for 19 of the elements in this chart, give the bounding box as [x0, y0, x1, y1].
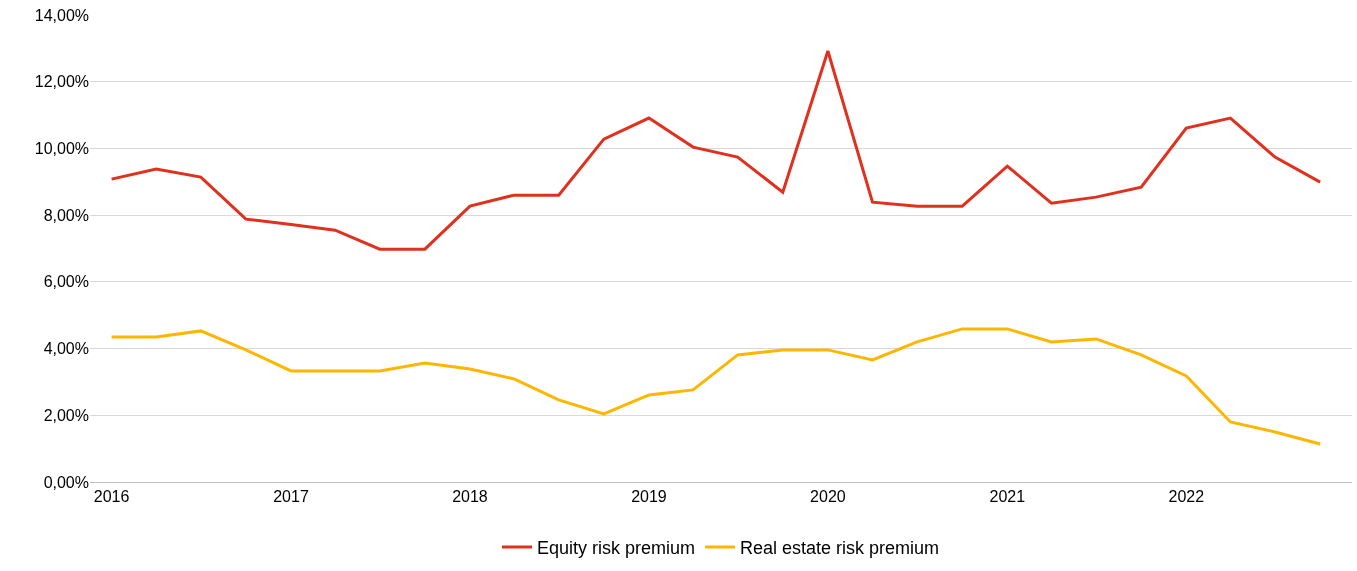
x-tick-label: 2016	[93, 488, 130, 506]
x-tick-label: 2019	[631, 488, 667, 506]
y-tick-label: 2,00%	[43, 406, 89, 424]
y-tick-label: 8,00%	[43, 206, 89, 224]
x-tick-label: 2021	[989, 488, 1026, 506]
x-tick-label: 2017	[273, 488, 309, 506]
line-series	[110, 327, 1322, 446]
legend-label: Equity risk premium	[537, 537, 696, 558]
legend-label: Real estate risk premium	[740, 537, 940, 558]
y-tick-label: 6,00%	[43, 273, 89, 291]
y-tick-label: 10,00%	[34, 140, 89, 158]
y-tick-label: 14,00%	[34, 6, 89, 24]
y-tick-label: 0,00%	[43, 473, 89, 491]
x-tick-label: 2020	[810, 488, 846, 506]
line-series	[110, 49, 1322, 251]
x-tick-label: 2022	[1168, 488, 1205, 506]
y-tick-label: 12,00%	[34, 73, 89, 91]
y-tick-label: 4,00%	[43, 340, 89, 358]
x-tick-label: 2018	[452, 488, 488, 506]
